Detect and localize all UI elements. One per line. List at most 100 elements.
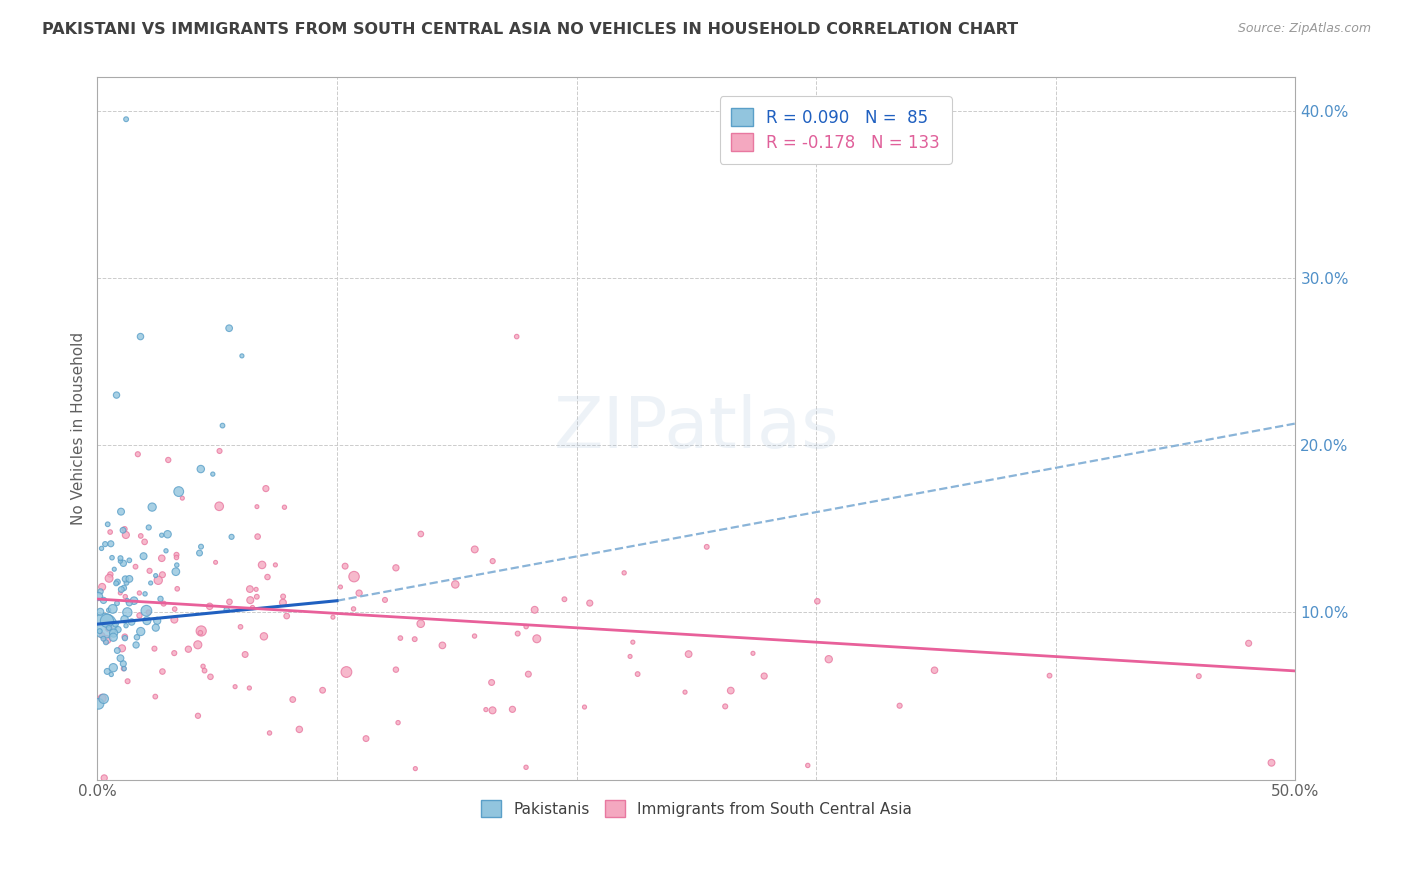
Point: [110, 586, 132, 600]
Point: [96, 614, 118, 628]
Point: [111, 641, 134, 656]
Point: [146, 614, 169, 628]
Point: [165, 565, 187, 579]
Point: [246, 530, 269, 544]
Point: [526, 632, 548, 646]
Point: [91, 691, 114, 706]
Point: [94, 537, 117, 551]
Point: [114, 572, 136, 586]
Point: [229, 620, 252, 634]
Point: [242, 600, 264, 615]
Point: [112, 662, 135, 676]
Point: [714, 699, 737, 714]
Point: [96, 632, 118, 647]
Point: [481, 703, 503, 717]
Point: [342, 602, 364, 616]
Point: [259, 726, 281, 740]
Point: [138, 605, 160, 619]
Point: [200, 670, 222, 684]
Point: [89, 624, 111, 639]
Point: [193, 664, 215, 678]
Point: [150, 551, 173, 566]
Point: [104, 617, 127, 632]
Point: [112, 662, 135, 676]
Point: [387, 715, 409, 730]
Point: [264, 558, 287, 572]
Point: [409, 527, 432, 541]
Point: [187, 708, 209, 723]
Point: [343, 569, 366, 583]
Point: [114, 522, 136, 536]
Point: [515, 760, 537, 774]
Point: [122, 593, 145, 607]
Point: [94, 635, 117, 649]
Point: [141, 500, 163, 514]
Point: [464, 542, 486, 557]
Point: [215, 603, 238, 617]
Point: [148, 574, 170, 588]
Point: [221, 530, 243, 544]
Point: [385, 663, 408, 677]
Point: [218, 321, 240, 335]
Point: [129, 529, 152, 543]
Point: [143, 690, 166, 704]
Point: [143, 641, 166, 656]
Point: [93, 771, 115, 785]
Point: [273, 500, 295, 515]
Point: [432, 639, 454, 653]
Point: [276, 609, 298, 624]
Point: [190, 540, 212, 554]
Point: [103, 626, 125, 640]
Point: [475, 703, 498, 717]
Point: [139, 576, 162, 591]
Point: [505, 329, 527, 343]
Point: [231, 349, 253, 363]
Point: [97, 621, 120, 635]
Point: [389, 631, 412, 645]
Point: [138, 520, 160, 534]
Point: [224, 680, 246, 694]
Point: [134, 587, 156, 601]
Point: [517, 667, 540, 681]
Point: [481, 675, 503, 690]
Point: [107, 574, 129, 589]
Point: [118, 572, 141, 586]
Point: [135, 614, 157, 628]
Point: [105, 576, 128, 591]
Point: [115, 112, 138, 127]
Point: [347, 586, 370, 600]
Point: [155, 544, 177, 558]
Point: [107, 623, 129, 637]
Point: [201, 467, 224, 482]
Point: [98, 571, 121, 585]
Point: [578, 596, 600, 610]
Legend: Pakistanis, Immigrants from South Central Asia: Pakistanis, Immigrants from South Centra…: [474, 793, 920, 824]
Point: [115, 593, 138, 607]
Point: [233, 648, 256, 662]
Point: [481, 554, 503, 568]
Point: [253, 629, 276, 643]
Point: [1260, 756, 1282, 770]
Point: [157, 453, 180, 467]
Point: [385, 561, 408, 575]
Point: [281, 692, 304, 706]
Point: [156, 527, 179, 541]
Point: [91, 628, 114, 642]
Point: [93, 593, 115, 607]
Point: [817, 652, 839, 666]
Y-axis label: No Vehicles in Household: No Vehicles in Household: [72, 332, 86, 525]
Point: [627, 667, 650, 681]
Point: [188, 546, 211, 560]
Point: [114, 631, 136, 645]
Point: [103, 562, 125, 576]
Point: [271, 590, 294, 604]
Point: [101, 550, 124, 565]
Point: [149, 591, 172, 606]
Point: [101, 602, 124, 616]
Point: [619, 649, 641, 664]
Point: [239, 582, 262, 596]
Point: [114, 590, 136, 604]
Point: [720, 683, 742, 698]
Point: [115, 528, 138, 542]
Point: [150, 528, 173, 542]
